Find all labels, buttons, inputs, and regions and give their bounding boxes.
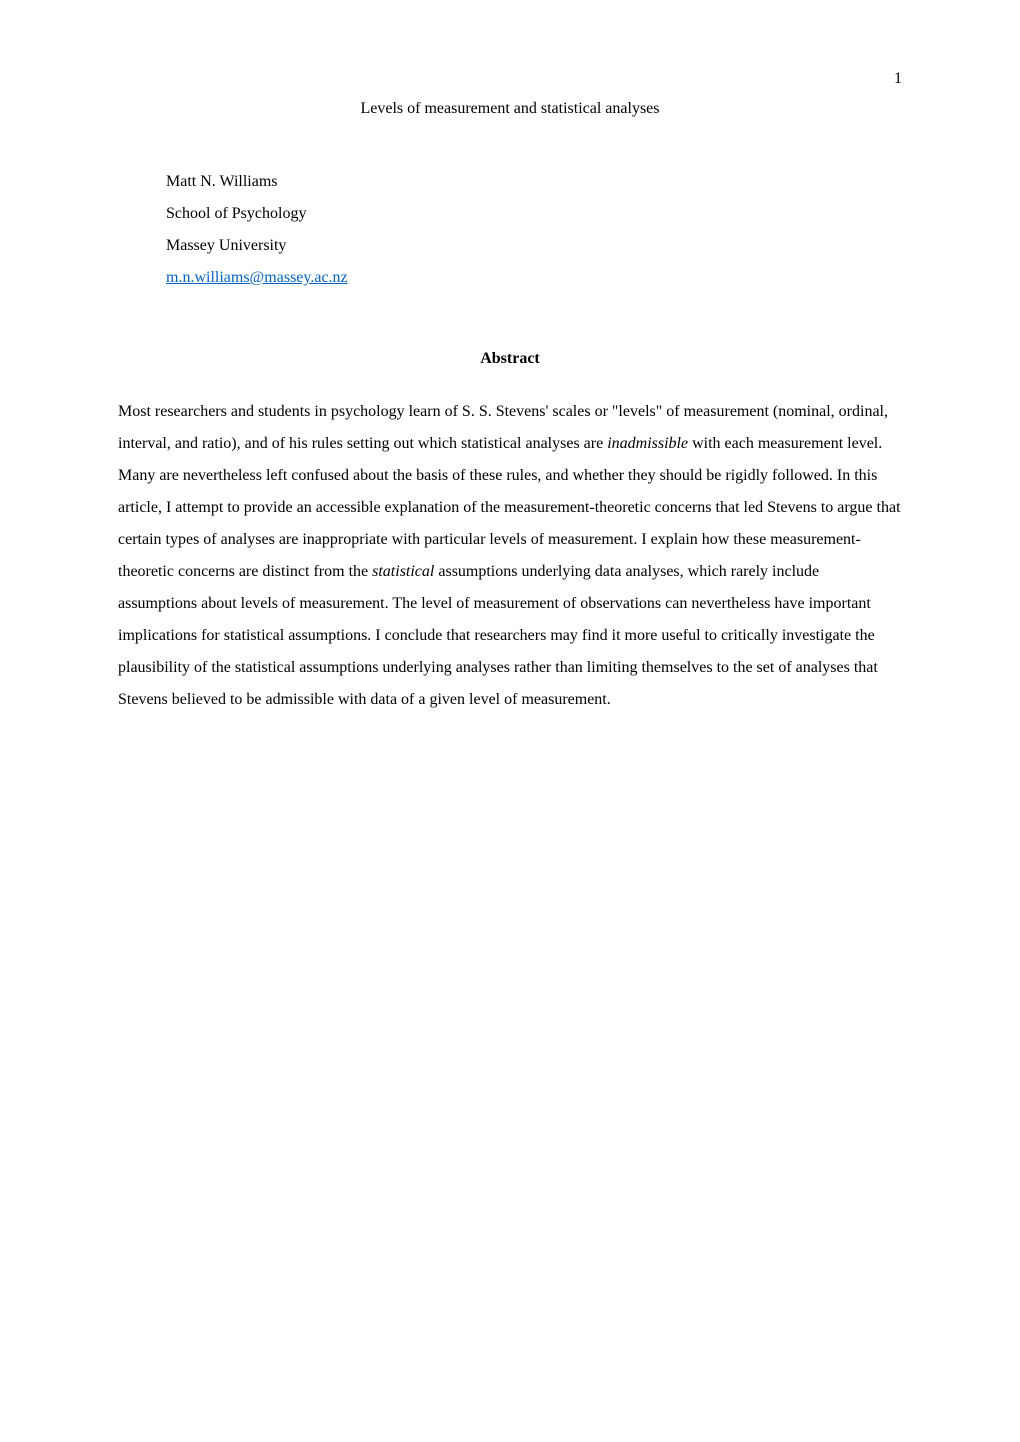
page-number: 1 [894,70,902,88]
author-name: Matt N. Williams [166,166,902,198]
abstract-text-segment: assumptions underlying data analyses, wh… [118,563,878,708]
author-affiliation-2: Massey University [166,230,902,262]
abstract-body: Most researchers and students in psychol… [118,396,902,716]
abstract-italic-term: statistical [372,563,434,580]
author-affiliation-1: School of Psychology [166,198,902,230]
author-block: Matt N. Williams School of Psychology Ma… [166,166,902,294]
abstract-heading: Abstract [118,350,902,368]
author-email-link[interactable]: m.n.williams@massey.ac.nz [166,269,348,286]
paper-title: Levels of measurement and statistical an… [118,100,902,118]
abstract-text-segment: with each measurement level. Many are ne… [118,435,901,580]
abstract-italic-term: inadmissible [607,435,688,452]
